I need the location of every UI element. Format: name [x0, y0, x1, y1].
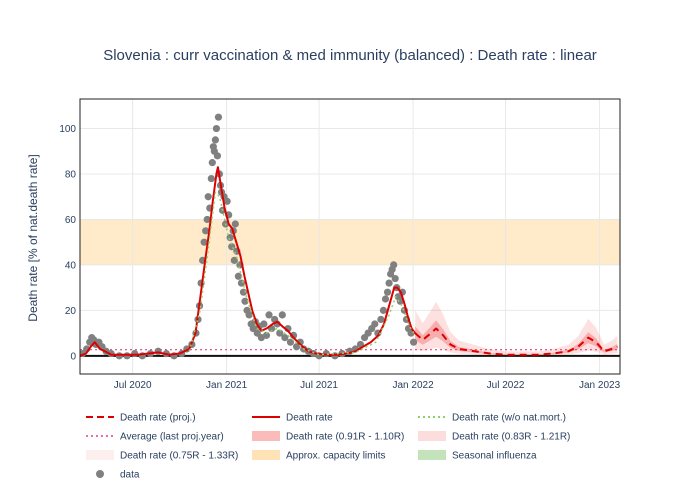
x-tick-label: Jan 2022: [393, 380, 435, 391]
data-point: [377, 315, 385, 324]
x-tick-label: Jul 2022: [487, 380, 525, 391]
data-point: [204, 193, 212, 201]
data-point: [381, 295, 390, 303]
data-point: [371, 320, 379, 328]
legend-swatch: [86, 450, 114, 460]
legend-label: data: [120, 470, 140, 481]
x-tick-label: Jan 2021: [206, 380, 248, 391]
data-point: [278, 311, 286, 319]
legend-swatch: [96, 470, 104, 478]
data-point: [211, 136, 219, 144]
legend: Death rate (proj.) Death rate Death rate (…: [86, 413, 570, 481]
y-tick-label: 20: [65, 306, 77, 317]
projection-band-wide: [415, 301, 618, 356]
data-point: [281, 334, 289, 342]
data-point: [391, 274, 399, 283]
legend-swatch: [418, 431, 446, 441]
legend-swatch: [252, 450, 280, 460]
data-point: [230, 256, 238, 264]
data-point: [223, 197, 231, 205]
legend-label: Death rate (0.83R - 1.21R): [452, 432, 570, 443]
data-point: [231, 220, 239, 228]
chart-title: Slovenia : curr vaccination & med immuni…: [103, 47, 597, 64]
data-point: [123, 352, 131, 360]
y-tick-label: 40: [65, 260, 77, 271]
data-point: [237, 279, 246, 287]
data-point: [212, 124, 221, 133]
data-point: [241, 297, 249, 305]
legend-swatch: [418, 450, 446, 460]
x-tick-label: Jul 2020: [114, 380, 152, 391]
capacity-band: [80, 219, 620, 265]
data-point: [214, 113, 223, 121]
legend-label: Death rate (proj.): [120, 413, 196, 424]
data-point: [131, 349, 139, 358]
y-tick-label: 0: [70, 351, 76, 362]
data-point: [239, 288, 248, 296]
series-line: [80, 166, 416, 357]
data-point: [226, 234, 234, 242]
legend-label: Death rate (0.75R - 1.33R): [120, 451, 238, 462]
x-tick-label: Jan 2023: [579, 380, 621, 391]
data-point: [410, 338, 418, 346]
data-point: [245, 311, 253, 319]
data-point: [379, 306, 388, 314]
data-point: [115, 352, 123, 360]
y-tick-label: 100: [59, 124, 76, 135]
legend-label: Death rate (w/o nat.mort.): [452, 413, 566, 424]
x-tick-label: Jul 2021: [300, 380, 338, 391]
data-point: [202, 227, 210, 235]
data-point: [383, 288, 392, 296]
y-axis-title: Death rate [% of nat.death rate]: [26, 154, 40, 321]
plot-area: 0 20 40 60 80 100 Jul 2020 Jan 2021 Jul 2021 Jan …: [59, 98, 621, 391]
data-point: [262, 331, 271, 339]
data-point: [286, 338, 295, 346]
legend-label: Approx. capacity limits: [286, 451, 385, 462]
legend-swatch: [252, 431, 280, 441]
data-point: [234, 272, 242, 280]
y-tick-label: 60: [65, 215, 77, 226]
data-point: [289, 331, 298, 339]
data-point: [207, 174, 215, 183]
series-line: [414, 327, 618, 356]
legend-label: Death rate (0.91R - 1.10R): [286, 432, 404, 443]
data-point: [390, 261, 398, 269]
plot-frame: [79, 98, 621, 375]
data-point: [213, 152, 222, 160]
data-point: [208, 159, 216, 167]
legend-label: Death rate: [286, 413, 333, 424]
legend-label: Seasonal influenza: [452, 451, 537, 462]
series-group: [80, 113, 618, 360]
data-point: [265, 311, 273, 319]
data-point: [276, 329, 284, 337]
data-point: [200, 238, 208, 246]
data-point: [385, 279, 393, 287]
data-point: [203, 215, 211, 224]
projection-band-narrow: [415, 320, 618, 355]
data-point: [260, 320, 268, 328]
y-tick-label: 80: [65, 170, 77, 181]
legend-label: Average (last proj.year): [120, 432, 224, 443]
